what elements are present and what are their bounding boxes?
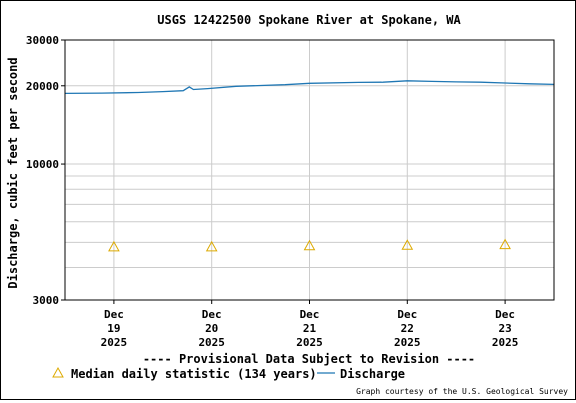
x-tick-label: 19 — [107, 322, 120, 335]
median-triangle-marker — [499, 238, 511, 250]
provisional-notice: ---- Provisional Data Subject to Revisio… — [143, 352, 475, 366]
grid-layer — [65, 39, 554, 301]
median-triangle-marker — [303, 239, 316, 251]
x-tick-label: 2025 — [198, 336, 225, 349]
x-tick-label: 20 — [205, 322, 218, 335]
x-tick-label: Dec — [104, 308, 124, 321]
y-tick-label: 10000 — [26, 158, 59, 171]
y-tick-label: 20000 — [26, 80, 59, 93]
y-axis-label: Discharge, cubic feet per second — [6, 57, 20, 288]
legend-triangle-icon — [52, 366, 64, 378]
y-tick-label: 30000 — [26, 34, 59, 47]
x-tick-label: 2025 — [492, 336, 519, 349]
legend-label-discharge: Discharge — [340, 367, 405, 381]
median-triangle-marker — [108, 240, 120, 252]
chart-title: USGS 12422500 Spokane River at Spokane, … — [157, 13, 461, 27]
x-tick-label: Dec — [202, 308, 222, 321]
legend-label-median: Median daily statistic (134 years) — [71, 367, 317, 381]
x-tick-label: 2025 — [101, 336, 128, 349]
x-tick-label: 2025 — [296, 336, 323, 349]
x-tick-label: 21 — [303, 322, 317, 335]
x-tick-label: 2025 — [394, 336, 421, 349]
discharge-line — [64, 80, 555, 95]
x-tick-label: 22 — [401, 322, 414, 335]
median-triangle-marker — [401, 239, 414, 250]
x-tick-label: 23 — [498, 322, 511, 335]
x-tick-label: Dec — [495, 308, 515, 321]
series-layer — [64, 80, 555, 252]
median-triangle-marker — [205, 240, 218, 252]
courtesy-note: Graph courtesy of the U.S. Geological Su… — [356, 387, 568, 396]
x-tick-label: Dec — [300, 308, 320, 321]
axis-layer: 3000100002000030000Dec192025Dec202025Dec… — [26, 34, 518, 349]
legend: Median daily statistic (134 years) Discha… — [52, 366, 405, 381]
y-tick-label: 3000 — [33, 294, 60, 307]
x-tick-label: Dec — [397, 308, 417, 321]
